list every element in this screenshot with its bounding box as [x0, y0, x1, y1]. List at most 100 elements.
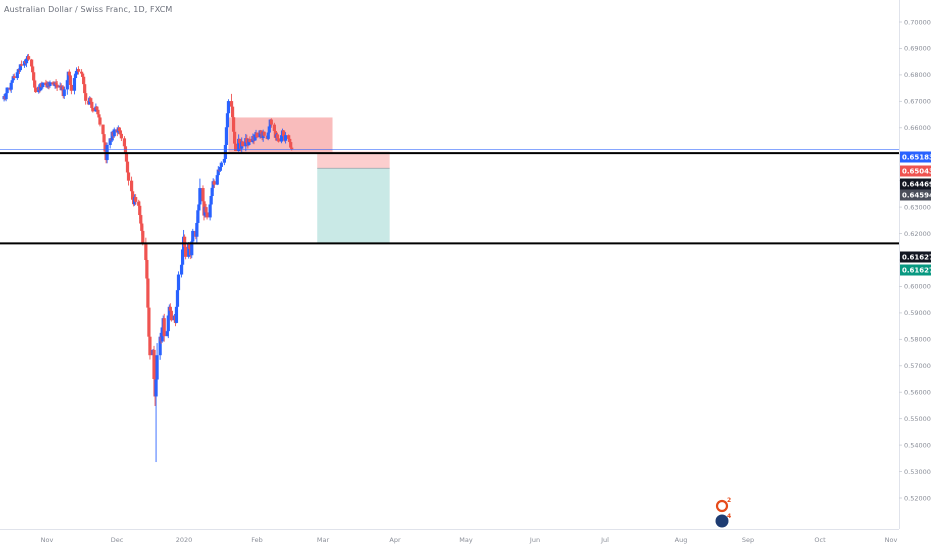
candle: [129, 180, 134, 192]
candle: [224, 127, 229, 145]
candle: [81, 73, 85, 77]
candle: [219, 162, 223, 167]
candle: [103, 142, 107, 152]
candle: [223, 144, 228, 159]
position-stop-zone: [317, 151, 390, 169]
price-tag-level: 0.64469: [900, 178, 932, 190]
candle: [226, 101, 231, 114]
x-tick-label: Nov: [41, 536, 54, 544]
candle: [16, 69, 20, 73]
candle: [51, 82, 55, 85]
candle: [138, 205, 142, 216]
price-tag-box: [900, 165, 931, 177]
candle: [122, 138, 127, 147]
candle: [10, 80, 14, 83]
y-tick-label: 0.62000: [904, 230, 931, 238]
candle: [117, 127, 121, 131]
candle: [158, 336, 162, 356]
price-tag-label: 0.64469: [902, 181, 932, 189]
candle: [33, 80, 37, 88]
y-tick-label: 0.66000: [904, 124, 931, 132]
candle: [166, 315, 170, 332]
candle: [44, 82, 48, 85]
candle: [196, 210, 200, 223]
candle: [145, 260, 149, 279]
candle: [225, 113, 230, 128]
candle: [169, 310, 173, 321]
candle: [229, 101, 234, 107]
candle: [198, 188, 202, 205]
candle: [54, 82, 58, 85]
candle: [288, 138, 292, 143]
candle: [255, 132, 259, 138]
candle: [276, 138, 281, 142]
candle: [290, 147, 294, 150]
candle: [188, 242, 192, 249]
candle: [90, 101, 94, 108]
level-lines-layer: [0, 148, 899, 245]
candle: [241, 141, 245, 147]
badge-icon: [715, 499, 729, 513]
candle: [269, 119, 273, 125]
candle: [19, 64, 24, 66]
price-tag-box: [900, 189, 931, 201]
candle: [152, 349, 156, 379]
candle: [272, 124, 276, 131]
candle: [259, 130, 263, 134]
candle: [180, 249, 185, 265]
candle: [222, 158, 226, 163]
candle: [139, 215, 143, 224]
candle: [175, 290, 180, 307]
price-tag-level: 0.61627: [900, 251, 932, 263]
y-tick-label: 0.52000: [904, 494, 931, 502]
price-tag-target: 0.61627: [900, 264, 932, 276]
candle: [84, 93, 88, 101]
y-tick-label: 0.53000: [904, 468, 931, 476]
candle: [148, 336, 152, 356]
candle: [112, 129, 116, 137]
position-target-zone: [317, 168, 390, 244]
candle: [91, 107, 95, 112]
candle: [205, 212, 209, 218]
candle: [137, 201, 141, 206]
candle: [174, 306, 179, 323]
candle: [266, 132, 270, 139]
candle: [12, 76, 16, 79]
candle: [210, 187, 214, 197]
x-tick-label: Jul: [600, 536, 609, 544]
candle: [24, 59, 29, 64]
candle: [125, 161, 130, 173]
candle: [184, 246, 188, 257]
candle: [197, 204, 201, 211]
candle: [191, 230, 195, 242]
candle: [237, 138, 241, 152]
candle: [98, 117, 102, 125]
candle: [73, 74, 78, 79]
candle: [289, 142, 293, 148]
candle: [72, 78, 77, 91]
candle: [262, 131, 266, 136]
candle: [253, 134, 257, 141]
candle: [95, 106, 99, 110]
candle: [212, 181, 216, 185]
candle: [165, 331, 169, 337]
y-tick-label: 0.58000: [904, 336, 931, 344]
candle: [34, 87, 38, 93]
price-tag-box: [900, 151, 931, 163]
candle: [62, 89, 66, 97]
price-tag-stop: 0.65043: [900, 165, 932, 177]
candle: [218, 166, 222, 171]
x-tick-label: Apr: [389, 536, 401, 544]
candle: [201, 188, 205, 202]
x-tick-label: Jun: [529, 536, 540, 544]
price-tag-label: 0.61627: [902, 267, 932, 275]
candle: [102, 134, 106, 143]
watermark-digit: 2: [727, 497, 731, 504]
candle: [131, 191, 135, 200]
chart-title: Australian Dollar / Swiss Franc, 1D, FXC…: [4, 5, 173, 14]
candle: [281, 130, 286, 137]
x-tick-label: Feb: [251, 536, 263, 544]
candle: [89, 98, 93, 102]
